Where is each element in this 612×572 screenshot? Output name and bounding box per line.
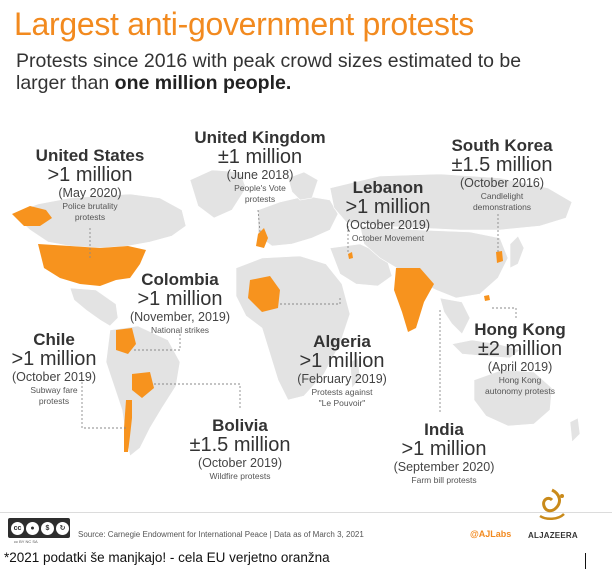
united-states-highlight xyxy=(38,244,146,286)
protest-reason: Candlelight demonstrations xyxy=(472,191,532,212)
protest-card-bolivia: Bolivia ±1.5 million (October 2019) Wild… xyxy=(184,416,296,482)
crowd-estimate: >1 million xyxy=(137,288,223,310)
japan-land xyxy=(509,235,525,269)
leader-algeria xyxy=(278,298,341,305)
protest-reason: Farm bill protests xyxy=(411,475,477,485)
greenland-land xyxy=(189,169,247,219)
al-jazeera-logo-icon xyxy=(539,488,565,520)
protest-reason: National strikes xyxy=(150,325,210,335)
nc-icon: $ xyxy=(41,521,54,535)
new-zealand-land xyxy=(569,417,581,443)
protest-reason: People's Vote protests xyxy=(234,183,286,204)
indonesia-land xyxy=(451,339,521,359)
bolivia-highlight xyxy=(132,372,154,398)
protest-reason: Subway fare protests xyxy=(30,385,78,406)
protest-date: (October 2019) xyxy=(345,218,431,232)
country-name: South Korea xyxy=(451,136,553,155)
ajlabs-credit: @AJLabs xyxy=(470,529,512,539)
crowd-estimate: >1 million xyxy=(345,196,431,218)
russia-land xyxy=(329,173,573,231)
alaska-highlight xyxy=(12,206,52,226)
protest-card-colombia: Colombia >1 million (November, 2019) Nat… xyxy=(118,270,242,336)
asia-land xyxy=(359,225,509,299)
crowd-estimate: >1 million xyxy=(401,438,487,460)
crowd-estimate: >1 million xyxy=(47,164,133,186)
protest-date: (November, 2019) xyxy=(129,310,231,324)
country-name: Colombia xyxy=(141,270,219,289)
algeria-highlight xyxy=(248,276,280,312)
protest-reason: Police brutality protests xyxy=(62,201,118,222)
sa-icon: ↻ xyxy=(56,521,69,535)
australia-land xyxy=(473,369,553,427)
hong-kong-highlight xyxy=(484,295,490,301)
protest-card-india: India >1 million (September 2020) Farm b… xyxy=(384,420,504,486)
crowd-estimate: >1 million xyxy=(299,350,385,372)
india-highlight xyxy=(394,268,434,332)
southeast-asia-land xyxy=(439,297,471,335)
crowd-estimate: ±1.5 million xyxy=(189,434,291,456)
crowd-estimate: >1 million xyxy=(11,348,97,370)
chile-highlight xyxy=(124,400,132,452)
leader-colombia xyxy=(134,334,181,351)
protest-date: (September 2020) xyxy=(393,460,495,474)
colombia-highlight xyxy=(116,328,136,354)
crowd-estimate: ±1 million xyxy=(217,146,303,168)
country-name: Chile xyxy=(33,330,75,349)
protest-card-chile: Chile >1 million (October 2019) Subway f… xyxy=(0,330,108,407)
infographic: Largest anti-government protests Protest… xyxy=(0,6,612,544)
madagascar-land xyxy=(349,357,361,389)
creative-commons-badge: cc ● $ ↻ xyxy=(8,518,70,538)
protest-reason: Protests against "Le Pouvoir" xyxy=(311,387,373,408)
leader-hong-kong xyxy=(490,307,517,318)
protest-date: (June 2018) xyxy=(226,168,294,182)
protest-card-algeria: Algeria >1 million (February 2019) Prote… xyxy=(284,332,400,409)
south-korea-highlight xyxy=(496,251,503,263)
protest-date: (October 2019) xyxy=(197,456,283,470)
crowd-estimate: ±2 million xyxy=(477,338,563,360)
protest-date: (October 2016) xyxy=(459,176,545,190)
by-icon: ● xyxy=(26,521,39,535)
protest-card-south-korea: South Korea ±1.5 million (October 2016) … xyxy=(432,136,572,213)
central-america-land xyxy=(69,287,119,327)
country-name: India xyxy=(424,420,464,439)
al-jazeera-wordmark: ALJAZEERA xyxy=(528,531,578,540)
protest-reason: Hong Kong autonomy protests xyxy=(485,375,555,396)
country-name: Algeria xyxy=(313,332,371,351)
canada-land xyxy=(11,193,187,249)
footer-divider xyxy=(0,512,612,513)
protest-date: (February 2019) xyxy=(297,372,387,386)
leader-chile xyxy=(81,378,126,429)
text-cursor xyxy=(585,553,586,569)
protest-card-lebanon: Lebanon >1 million (October 2019) Octobe… xyxy=(330,178,446,244)
protest-date: (April 2019) xyxy=(487,360,553,374)
europe-land xyxy=(257,195,339,247)
united-kingdom-highlight xyxy=(256,228,268,248)
protest-reason: Wildfire protests xyxy=(209,471,271,481)
license-label: cc BY NC SA xyxy=(14,539,38,544)
protest-card-united-kingdom: United Kingdom ±1 million (June 2018) Pe… xyxy=(180,128,340,205)
protest-reason: October Movement xyxy=(351,233,425,243)
subtitle-emphasis: one million people. xyxy=(114,72,292,94)
country-name: United States xyxy=(35,146,145,165)
country-name: Bolivia xyxy=(212,416,268,435)
infographic-subtitle: Protests since 2016 with peak crowd size… xyxy=(16,50,576,94)
protest-card-united-states: United States >1 million (May 2020) Poli… xyxy=(22,146,158,223)
cc-icon: cc xyxy=(11,521,24,535)
world-map xyxy=(11,169,581,457)
source-note: Source: Carnegie Endowment for Internati… xyxy=(78,530,364,539)
lebanon-highlight xyxy=(348,252,353,259)
protest-date: (October 2019) xyxy=(11,370,97,384)
country-name: Lebanon xyxy=(352,178,424,197)
scandinavia-land xyxy=(287,171,319,201)
country-name: United Kingdom xyxy=(194,128,326,147)
leader-bolivia xyxy=(154,383,241,408)
protest-card-hong-kong: Hong Kong ±2 million (April 2019) Hong K… xyxy=(462,320,578,397)
country-name: Hong Kong xyxy=(474,320,566,339)
image-caption: *2021 podatki še manjkajo! - cela EU ver… xyxy=(4,550,330,565)
crowd-estimate: ±1.5 million xyxy=(451,154,553,176)
subtitle-text: Protests since 2016 with peak crowd size… xyxy=(16,50,522,94)
infographic-title: Largest anti-government protests xyxy=(14,6,474,42)
protest-date: (May 2020) xyxy=(58,186,122,200)
